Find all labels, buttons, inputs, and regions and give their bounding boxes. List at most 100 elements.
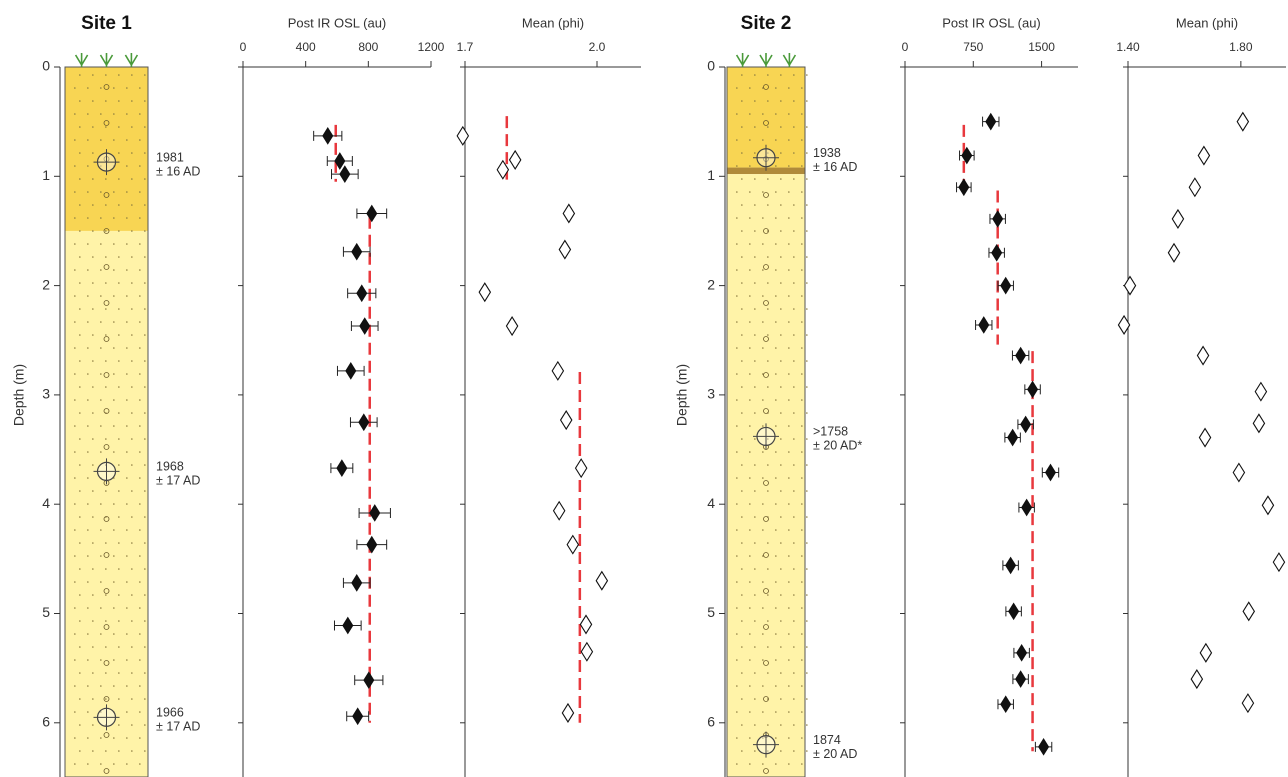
texture-dot (144, 386, 146, 388)
data-point (505, 316, 519, 337)
texture-dot (736, 529, 738, 531)
texture-dot (749, 737, 751, 739)
sediment-layer (727, 174, 805, 777)
texture-dot (793, 178, 795, 180)
texture-dot (741, 334, 743, 336)
texture-dot (754, 698, 756, 700)
texture-dot (126, 633, 128, 635)
texture-dot (767, 334, 769, 336)
pebble (103, 408, 110, 414)
pebble (763, 552, 769, 558)
pebble (103, 192, 110, 198)
data-point (574, 458, 588, 479)
texture-dot (741, 464, 743, 466)
texture-dot (762, 529, 764, 531)
sample-cross (753, 423, 779, 450)
texture-dot (92, 438, 94, 440)
texture-dot (105, 360, 107, 362)
pebble (763, 264, 769, 270)
texture-dot (767, 438, 769, 440)
texture-dot (775, 295, 777, 297)
texture-dot (754, 750, 756, 752)
texture-dot (131, 178, 133, 180)
texture-dot (144, 334, 146, 336)
texture-dot (775, 113, 777, 115)
texture-dot (736, 217, 738, 219)
texture-dot (801, 711, 803, 713)
texture-dot (105, 698, 107, 700)
data-point (1038, 738, 1050, 756)
data-point (352, 707, 364, 726)
texture-dot (100, 165, 102, 167)
texture-dot (801, 451, 803, 453)
texture-dot (79, 256, 81, 258)
texture-dot (113, 529, 115, 531)
texture-dot (131, 334, 133, 336)
texture-dot (74, 87, 76, 89)
texture-dot (139, 763, 141, 765)
texture-dot (100, 685, 102, 687)
texture-dot (749, 243, 751, 245)
texture-dot (74, 139, 76, 141)
data-point (366, 204, 378, 223)
texture-dot (100, 373, 102, 375)
pebble (763, 660, 769, 666)
texture-dot (806, 724, 808, 726)
x-tick-label: 750 (963, 40, 983, 54)
texture-dot (131, 490, 133, 492)
texture-dot (139, 295, 141, 297)
texture-dot (105, 750, 107, 752)
texture-dot (806, 516, 808, 518)
texture-dot (87, 321, 89, 323)
sample-cross (93, 458, 120, 485)
texture-dot (801, 269, 803, 271)
texture-dot (749, 633, 751, 635)
texture-dot (92, 516, 94, 518)
data-point (1197, 145, 1211, 166)
texture-dot (139, 269, 141, 271)
data-point (958, 178, 970, 197)
texture-dot (788, 191, 790, 193)
texture-dot (741, 100, 743, 102)
texture-dot (806, 152, 808, 154)
age-label: ± 20 AD* (813, 439, 862, 453)
texture-dot (74, 737, 76, 739)
texture-dot (762, 763, 764, 765)
data-point (339, 165, 351, 183)
age-label: ± 17 AD (156, 720, 200, 734)
texture-dot (806, 620, 808, 622)
pebble (103, 300, 110, 306)
texture-dot (736, 347, 738, 349)
data-point (1000, 695, 1012, 714)
texture-dot (92, 256, 94, 258)
texture-dot (793, 256, 795, 258)
data-point (1171, 208, 1185, 229)
texture-dot (741, 178, 743, 180)
texture-dot (780, 724, 782, 726)
data-point (1016, 644, 1028, 662)
texture-dot (118, 412, 120, 414)
texture-dot (105, 308, 107, 310)
texture-dot (736, 659, 738, 661)
plant (124, 53, 139, 67)
y-tick-label: 1 (42, 167, 50, 183)
texture-dot (762, 607, 764, 609)
texture-dot (139, 685, 141, 687)
texture-dot (754, 386, 756, 388)
texture-dot (793, 568, 795, 570)
texture-dot (788, 217, 790, 219)
texture-dot (126, 581, 128, 583)
texture-dot (793, 204, 795, 206)
data-point (1021, 498, 1033, 517)
texture-dot (139, 737, 141, 739)
texture-dot (775, 269, 777, 271)
texture-dot (74, 347, 76, 349)
texture-dot (736, 685, 738, 687)
texture-dot (736, 243, 738, 245)
texture-dot (74, 399, 76, 401)
texture-dot (775, 165, 777, 167)
texture-dot (767, 204, 769, 206)
texture-dot (736, 503, 738, 505)
data-point (334, 152, 346, 170)
texture-dot (801, 373, 803, 375)
